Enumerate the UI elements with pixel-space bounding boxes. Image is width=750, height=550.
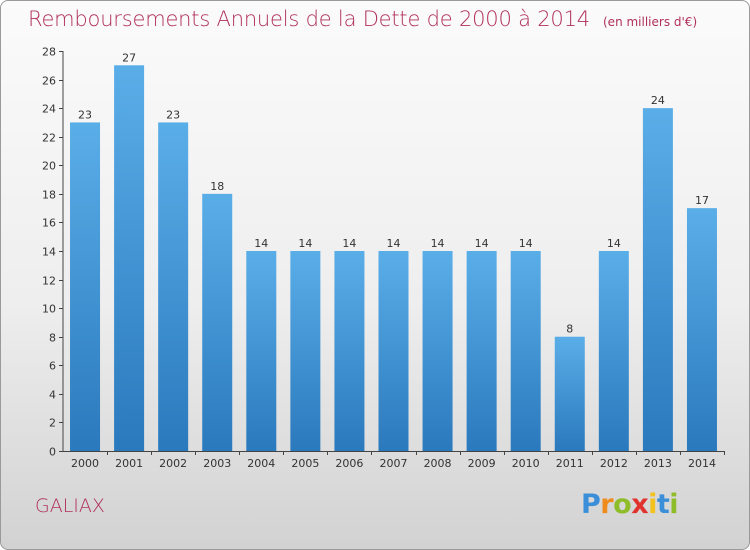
bar-2005 (290, 251, 321, 451)
bar-2014 (686, 208, 717, 451)
data-label-2009: 14 (475, 237, 489, 250)
x-tick-label-2012: 2012 (600, 457, 628, 470)
y-tick-label: 12 (42, 275, 56, 288)
bar-2007 (378, 251, 409, 451)
data-label-2013: 24 (651, 94, 665, 107)
proxiti-logo: Proxiti (581, 489, 679, 520)
x-tick-label-2005: 2005 (291, 457, 319, 470)
bar-2013 (642, 108, 673, 452)
bar-2010 (510, 251, 541, 451)
x-tick-label-2003: 2003 (203, 457, 231, 470)
chart-title-main: Remboursements Annuels de la Dette de 20… (28, 7, 590, 31)
bar-2002 (158, 122, 189, 451)
data-label-2011: 8 (566, 323, 573, 336)
y-tick-label: 24 (42, 103, 56, 116)
bar-2008 (422, 251, 453, 451)
data-label-2001: 27 (122, 51, 136, 64)
y-tick-label: 6 (49, 360, 56, 373)
x-tick-label-2000: 2000 (71, 457, 99, 470)
x-tick-label-2010: 2010 (512, 457, 540, 470)
x-tick-label-2014: 2014 (688, 457, 716, 470)
x-tick-label-2011: 2011 (556, 457, 584, 470)
y-tick-label: 10 (42, 303, 56, 316)
y-tick-label: 26 (42, 75, 56, 88)
bar-2000 (70, 122, 101, 451)
data-label-2004: 14 (254, 237, 268, 250)
y-tick-label: 14 (42, 246, 56, 259)
x-tick-label-2009: 2009 (468, 457, 496, 470)
bar-2004 (246, 251, 277, 451)
y-tick-label: 4 (49, 389, 56, 402)
x-tick-label-2008: 2008 (424, 457, 452, 470)
bar-2009 (466, 251, 497, 451)
data-label-2006: 14 (342, 237, 356, 250)
y-tick-label: 8 (49, 332, 56, 345)
data-label-2000: 23 (78, 108, 92, 121)
data-label-2014: 17 (695, 194, 709, 207)
y-tick-label: 2 (49, 417, 56, 430)
y-tick-label: 0 (49, 446, 56, 459)
chart-title-unit: (en milliers d'€) (603, 15, 698, 29)
x-tick-label-2004: 2004 (247, 457, 275, 470)
data-label-2012: 14 (607, 237, 621, 250)
y-tick-label: 16 (42, 217, 56, 230)
bar-2012 (598, 251, 629, 451)
data-label-2005: 14 (298, 237, 312, 250)
chart-title: Remboursements Annuels de la Dette de 20… (28, 7, 697, 31)
data-label-2008: 14 (431, 237, 445, 250)
y-tick-label: 28 (42, 46, 56, 59)
x-tick-label-2006: 2006 (335, 457, 363, 470)
x-tick-label-2013: 2013 (644, 457, 672, 470)
bar-2003 (202, 193, 233, 451)
x-tick-label-2007: 2007 (380, 457, 408, 470)
commune-name: GALIAX (35, 495, 105, 517)
bar-2006 (334, 251, 365, 451)
x-tick-label-2002: 2002 (159, 457, 187, 470)
y-tick-label: 18 (42, 189, 56, 202)
data-label-2007: 14 (387, 237, 401, 250)
y-tick-label: 20 (42, 160, 56, 173)
data-label-2002: 23 (166, 108, 180, 121)
bar-2001 (114, 65, 145, 452)
data-label-2003: 18 (210, 180, 224, 193)
data-label-2010: 14 (519, 237, 533, 250)
y-tick-label: 22 (42, 132, 56, 145)
bar-2011 (554, 336, 585, 451)
x-tick-label-2001: 2001 (115, 457, 143, 470)
